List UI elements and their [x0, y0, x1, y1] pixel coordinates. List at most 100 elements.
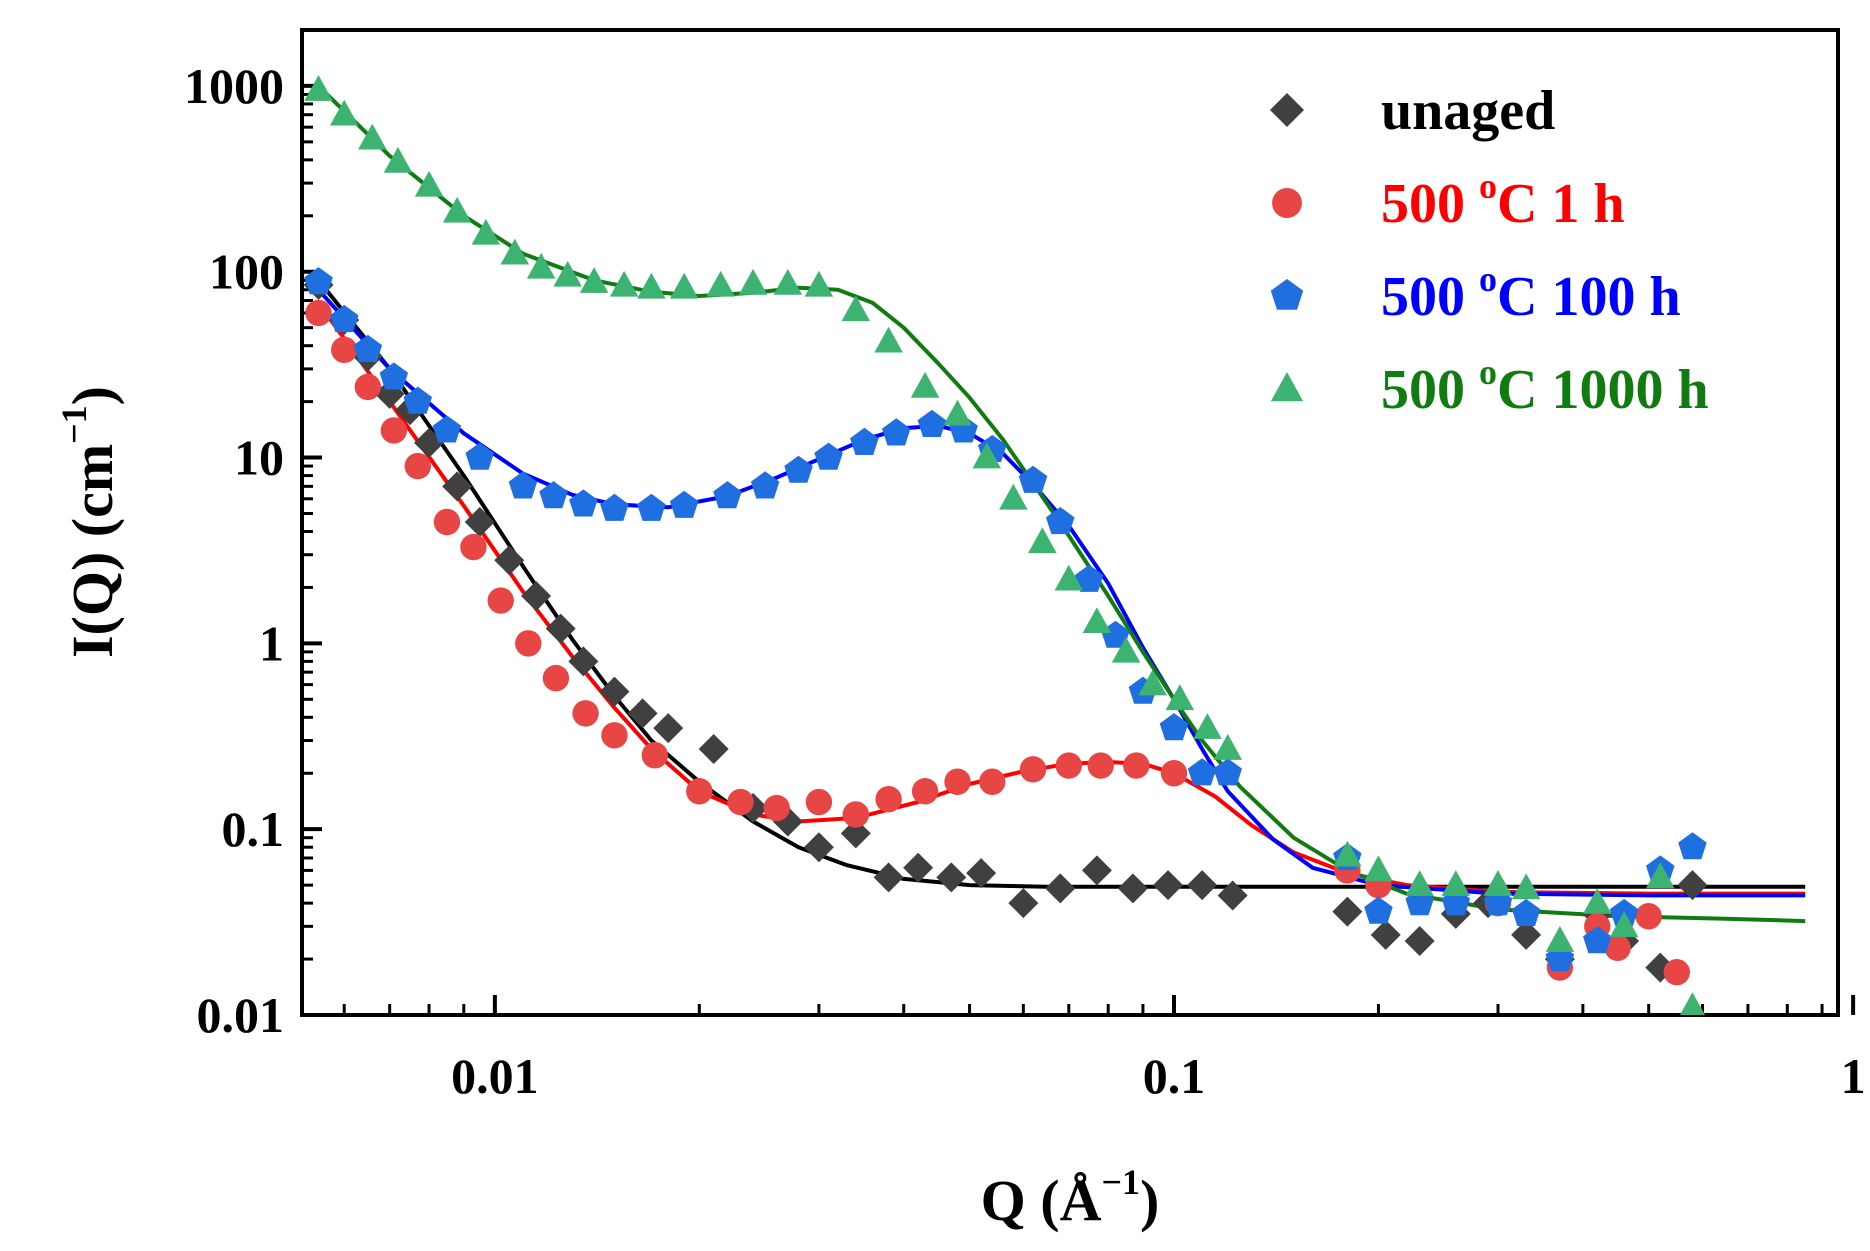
series-0-point-30 — [1217, 880, 1248, 911]
series-2-point-24 — [1074, 564, 1104, 592]
y-tick-label-1: 0.1 — [222, 801, 285, 857]
series-2-point-2 — [353, 334, 383, 362]
series-3-point-25 — [1054, 564, 1084, 591]
series-1-point-15 — [763, 794, 790, 822]
series-3-point-11 — [609, 270, 639, 297]
series-0-point-19 — [840, 818, 871, 849]
series-1-point-4 — [404, 452, 431, 480]
series-1-point-16 — [805, 788, 833, 816]
series-0-point-7 — [464, 506, 495, 537]
series-0-point-15 — [698, 734, 729, 765]
series-1-point-6 — [460, 533, 487, 561]
series-3-point-13 — [669, 272, 699, 299]
series-1-point-9 — [542, 664, 570, 692]
series-3-point-3 — [383, 146, 413, 173]
legend-label-1: 500 oC 1 h — [1381, 166, 1625, 235]
series-0-point-6 — [442, 471, 473, 502]
series-1-point-3 — [380, 417, 408, 444]
series-1-point-32 — [1604, 934, 1631, 961]
series-0-point-23 — [966, 858, 997, 889]
series-1-point-21 — [979, 768, 1006, 795]
series-0-point-22 — [936, 862, 967, 893]
y-tick-label-3: 10 — [234, 430, 284, 486]
legend-marker-1 — [1272, 188, 1302, 218]
series-3-point-18 — [841, 295, 871, 322]
legend-marker-2 — [1270, 279, 1304, 310]
series-2-point-16 — [814, 442, 843, 470]
series-3-point-16 — [773, 268, 803, 295]
x-tick-label-0: 0.01 — [451, 1048, 539, 1104]
series-3-point-34 — [1405, 870, 1434, 896]
series-2-point-7 — [508, 471, 538, 499]
series-2-point-11 — [637, 493, 666, 521]
series-0-point-32 — [1370, 919, 1401, 950]
series-1-point-17 — [842, 801, 870, 828]
series-2-point-6 — [465, 442, 494, 470]
series-0-point-14 — [653, 713, 684, 744]
series-3-point-41 — [1646, 862, 1675, 889]
axis-labels: Q (Å−1) I(Q) (cm−1) — [54, 386, 1159, 1233]
series-2-point-15 — [784, 455, 813, 483]
series-1-markers — [305, 299, 1691, 986]
series-3-point-35 — [1441, 870, 1471, 896]
series-3-point-2 — [358, 123, 387, 150]
series-2-point-9 — [569, 489, 598, 517]
legend-label-2: 500 oC 100 h — [1381, 259, 1681, 328]
y-tick-label-0: 0.01 — [197, 987, 285, 1043]
series-2-point-3 — [379, 362, 409, 390]
series-3-point-29 — [1165, 684, 1195, 711]
series-1-point-19 — [911, 778, 939, 805]
series-0-point-31 — [1332, 896, 1363, 927]
series-2-point-40 — [1678, 832, 1707, 860]
series-1-point-23 — [1055, 752, 1083, 779]
series-3-point-20 — [910, 371, 940, 398]
legend-label-3: 500 oC 1000 h — [1381, 352, 1709, 421]
series-0-point-33 — [1404, 926, 1435, 957]
series-3-point-27 — [1111, 636, 1141, 663]
series-2-point-1 — [329, 305, 359, 333]
data-markers — [303, 75, 1708, 1015]
series-0-point-27 — [1117, 873, 1148, 904]
series-1-point-22 — [1019, 756, 1047, 783]
series-2-point-8 — [539, 481, 568, 509]
series-1-point-0 — [305, 299, 332, 327]
series-3-point-9 — [553, 260, 582, 287]
series-2-point-22 — [1018, 465, 1048, 493]
series-2-point-35 — [1511, 898, 1541, 926]
series-1-point-26 — [1160, 760, 1188, 787]
legend-label-0: unaged — [1381, 80, 1555, 142]
series-0-point-13 — [627, 698, 658, 729]
series-3-point-7 — [500, 238, 530, 265]
legend: unaged 500 oC 1 h 500 oC 100 h 500 oC 1000 … — [1270, 80, 1709, 421]
series-1-point-34 — [1663, 958, 1691, 986]
series-1-point-13 — [686, 778, 713, 805]
series-3-point-10 — [579, 267, 609, 293]
series-2-point-0 — [304, 267, 333, 295]
series-1-point-5 — [433, 508, 461, 536]
series-3-point-28 — [1138, 669, 1167, 696]
series-3-point-21 — [943, 399, 972, 426]
series-2-point-18 — [882, 418, 911, 446]
series-2-point-27 — [1159, 713, 1189, 741]
series-0-point-11 — [568, 646, 599, 677]
x-axis-label: Q (Å−1) — [981, 1162, 1160, 1233]
series-0-point-25 — [1045, 873, 1076, 904]
series-0-point-26 — [1081, 855, 1112, 886]
series-1-point-10 — [572, 700, 599, 727]
axis-ticks: 0.01 0.1 1 0.01 0.1 1 10 100 1000 — [184, 28, 1866, 1104]
series-3-markers — [304, 75, 1705, 1015]
series-3-point-0 — [304, 75, 333, 101]
y-axis-label: I(Q) (cm−1) — [54, 386, 125, 658]
series-1-point-11 — [601, 722, 628, 749]
series-2-point-19 — [917, 409, 947, 437]
series-3-point-12 — [637, 272, 666, 299]
series-0-point-20 — [873, 862, 904, 893]
series-3-point-4 — [414, 170, 444, 197]
series-2-point-4 — [403, 386, 432, 414]
series-2-point-29 — [1213, 758, 1242, 786]
series-2-point-12 — [669, 490, 699, 518]
series-2-point-10 — [600, 493, 629, 521]
series-3-point-39 — [1583, 888, 1612, 914]
series-3-point-24 — [1028, 527, 1057, 554]
series-3-point-38 — [1545, 926, 1575, 952]
